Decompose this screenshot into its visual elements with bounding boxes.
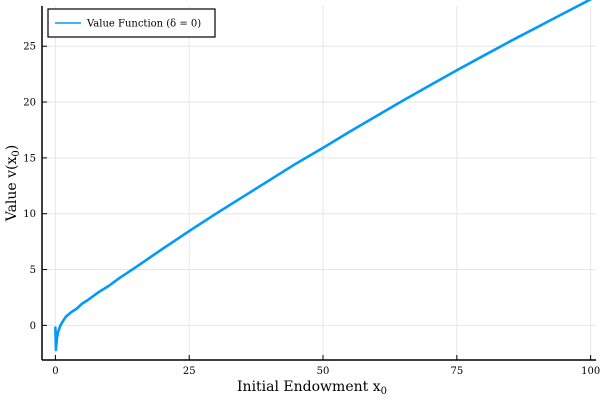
y-ticks: 0 5 10 15 20 25 — [23, 42, 47, 332]
legend-entry-value-function: Value Function (δ = 0) — [86, 19, 201, 30]
y-tick-label: 5 — [30, 265, 36, 276]
legend: Value Function (δ = 0) — [47, 8, 216, 38]
x-tick-label: 0 — [52, 366, 58, 377]
series-line-value-function — [54, 0, 592, 352]
y-axis-label: Value v(x0) — [4, 145, 22, 223]
x-axis-label: Initial Endowment x0 — [237, 379, 387, 397]
x-ticks: 0 25 50 75 100 — [52, 355, 600, 377]
axes — [41, 6, 596, 361]
series-layer — [54, 0, 592, 352]
x-tick-label: 75 — [450, 366, 463, 377]
y-tick-label: 20 — [23, 98, 36, 109]
x-tick-label: 25 — [183, 366, 196, 377]
y-tick-label: 15 — [23, 153, 36, 164]
y-tick-label: 0 — [30, 321, 36, 332]
y-tick-label: 10 — [23, 209, 36, 220]
x-tick-label: 100 — [581, 366, 600, 377]
x-tick-label: 50 — [317, 366, 330, 377]
y-tick-label: 25 — [23, 42, 36, 53]
